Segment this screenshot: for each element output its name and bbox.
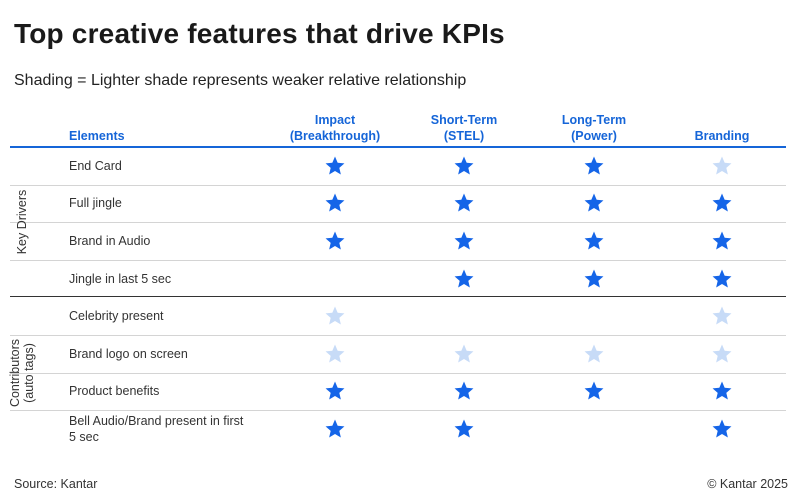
strong-star-icon	[325, 419, 345, 438]
column-header-4: Branding	[694, 129, 750, 143]
strong-star-icon	[584, 269, 604, 288]
copyright-note: © Kantar 2025	[707, 477, 788, 491]
row-label: Product benefits	[69, 384, 160, 399]
group-label-0: Key Drivers	[15, 189, 29, 255]
weak-star-icon	[325, 306, 345, 325]
column-header-2: Short-Term (STEL)	[430, 113, 498, 143]
row-divider	[10, 335, 786, 336]
strong-star-icon	[325, 231, 345, 250]
row-label: End Card	[69, 158, 122, 173]
strong-star-icon	[712, 419, 732, 438]
row-label: Brand logo on screen	[69, 346, 188, 361]
strong-star-icon	[712, 381, 732, 400]
row-label: Jingle in last 5 sec	[69, 271, 172, 286]
column-header-1: Impact (Breakthrough)	[289, 113, 381, 143]
strong-star-icon	[325, 156, 345, 175]
strong-star-icon	[454, 231, 474, 250]
weak-star-icon	[712, 306, 732, 325]
column-header-elements: Elements	[69, 129, 125, 143]
row-label: Full jingle	[69, 196, 122, 211]
header-rule	[10, 146, 786, 148]
strong-star-icon	[584, 156, 604, 175]
row-divider	[10, 372, 786, 374]
row-divider	[10, 222, 786, 224]
strong-star-icon	[584, 381, 604, 400]
chart-subtitle: Shading = Lighter shade represents weake…	[14, 72, 467, 89]
strong-star-icon	[454, 419, 474, 438]
group-label-1: Contributors (auto tags)	[8, 338, 36, 407]
strong-star-icon	[584, 231, 604, 250]
column-header-3: Long-Term (Power)	[561, 113, 627, 143]
weak-star-icon	[712, 156, 732, 175]
weak-star-icon	[712, 344, 732, 363]
strong-star-icon	[454, 156, 474, 175]
row-divider	[10, 259, 786, 261]
row-label: Brand in Audio	[69, 234, 151, 248]
strong-star-icon	[454, 269, 474, 288]
strong-star-icon	[584, 193, 604, 212]
weak-star-icon	[454, 344, 474, 363]
source-note: Source: Kantar	[14, 477, 98, 491]
strong-star-icon	[325, 381, 345, 400]
row-divider	[10, 410, 786, 412]
row-label: Bell Audio/Brand present in first 5 sec	[69, 414, 244, 444]
weak-star-icon	[584, 344, 604, 363]
strong-star-icon	[325, 193, 345, 212]
strong-star-icon	[712, 231, 732, 250]
group-divider	[10, 296, 786, 298]
strong-star-icon	[712, 269, 732, 288]
strong-star-icon	[712, 193, 732, 212]
strong-star-icon	[454, 381, 474, 400]
row-label: Celebrity present	[69, 309, 164, 324]
row-divider	[10, 184, 786, 186]
strong-star-icon	[454, 193, 474, 212]
chart-title: Top creative features that drive KPIs	[14, 18, 505, 49]
weak-star-icon	[325, 344, 345, 363]
